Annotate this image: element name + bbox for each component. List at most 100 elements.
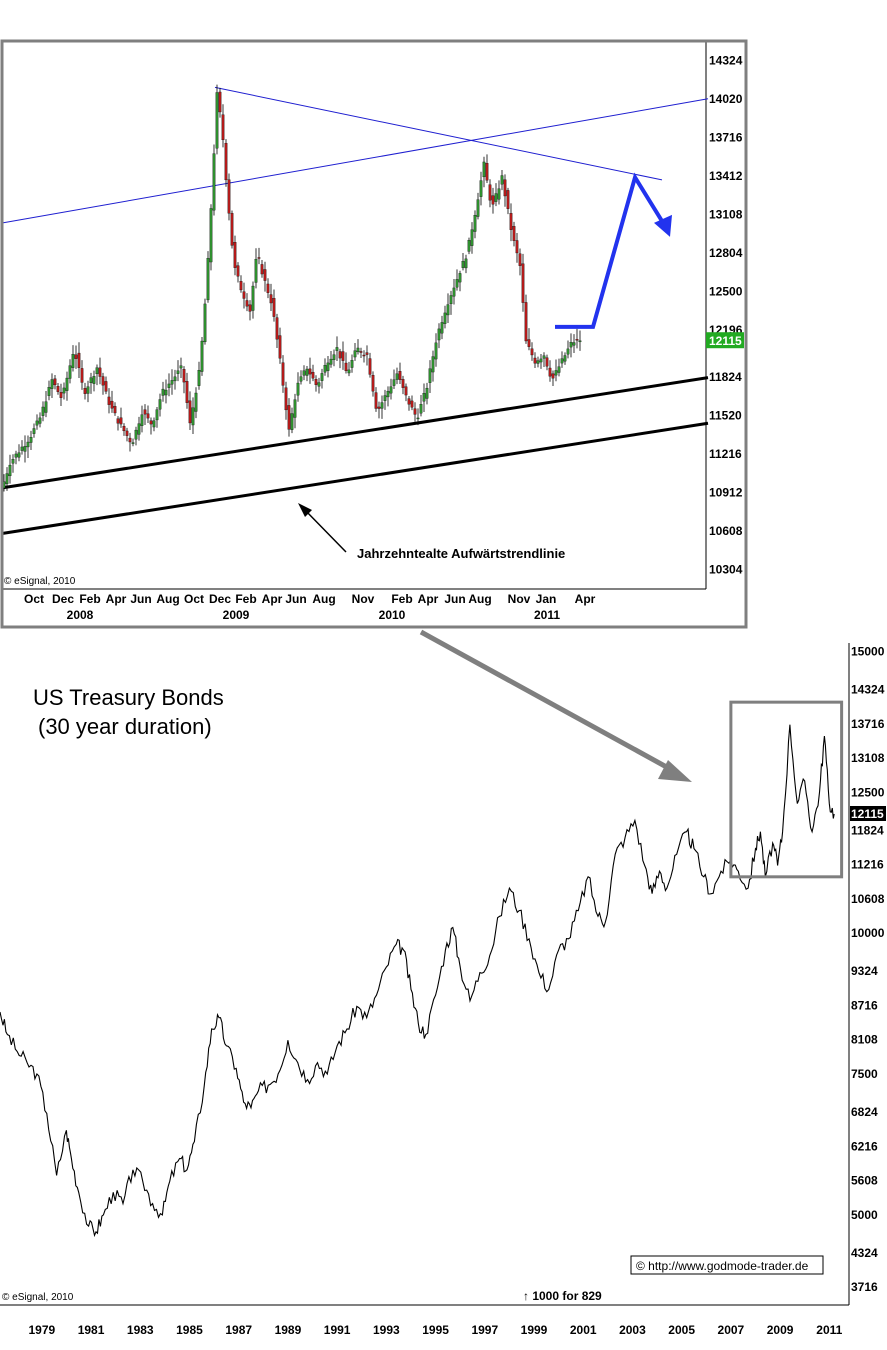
top-x-month-label: Aug: [312, 592, 335, 606]
candle-body: [164, 389, 168, 396]
candle-body: [32, 428, 36, 434]
candle-body: [557, 366, 561, 373]
candle-body: [125, 430, 129, 436]
candle-body: [578, 340, 582, 343]
candle-body: [98, 367, 102, 377]
annotation-arrow-shaft: [303, 508, 347, 553]
top-x-month-label: Oct: [184, 592, 204, 606]
top-y-tick-label: 12804: [709, 246, 743, 260]
candle-body: [374, 392, 378, 409]
bottom-chart-subtitle: (30 year duration): [38, 714, 212, 739]
bottom-x-tick-label: 2003: [619, 1323, 646, 1337]
candle-body: [56, 386, 60, 392]
candle-body: [572, 342, 576, 346]
candle-body: [20, 446, 24, 451]
top-y-tick-label: 14324: [709, 53, 743, 67]
candle-body: [497, 188, 501, 200]
top-y-tick-label: 13108: [709, 207, 743, 221]
bottom-y-tick-label: 13108: [851, 751, 885, 765]
candle-body: [140, 414, 144, 426]
bottom-x-tick-label: 1983: [127, 1323, 154, 1337]
candle-body: [287, 405, 291, 430]
candle-body: [122, 425, 126, 432]
top-support-trendlines: [1, 376, 709, 535]
candle-body: [209, 208, 213, 263]
credit-label: © http://www.godmode-trader.de: [636, 1259, 809, 1273]
candle-body: [368, 358, 372, 375]
top-x-month-label: Dec: [52, 592, 74, 606]
top-x-month-label: Feb: [79, 592, 100, 606]
candle-body: [548, 367, 552, 377]
top-y-tick-label: 13716: [709, 130, 743, 144]
candle-body: [365, 352, 369, 355]
bottom-x-tick-label: 1987: [225, 1323, 252, 1337]
candle-body: [530, 348, 534, 356]
bottom-x-tick-label: 1991: [324, 1323, 351, 1337]
top-x-month-label: Feb: [391, 592, 412, 606]
connector-arrow-head: [658, 760, 692, 782]
candle-body: [50, 379, 54, 389]
candle-body: [245, 300, 249, 307]
candle-body: [500, 175, 504, 185]
candle-body: [509, 213, 513, 230]
candle-body: [62, 387, 66, 394]
bottom-y-tick-label: 10608: [851, 892, 885, 906]
bottom-x-tick-label: 1979: [28, 1323, 55, 1337]
top-x-month-label: Apr: [262, 592, 283, 606]
candle-body: [278, 335, 282, 359]
candle-body: [8, 464, 12, 477]
candle-body: [434, 342, 438, 360]
candle-body: [290, 413, 294, 430]
candle-body: [380, 402, 384, 409]
candle-body: [167, 383, 171, 388]
bottom-x-tick-label: 1981: [78, 1323, 105, 1337]
candle-body: [311, 371, 315, 379]
top-candlestick-chart: 1432414020137161341213108128041250012196…: [0, 39, 748, 629]
top-x-month-label: Apr: [575, 592, 596, 606]
candle-body: [95, 367, 99, 375]
candle-body: [470, 229, 474, 246]
candle-body: [464, 258, 468, 269]
candle-body: [338, 351, 342, 359]
candle-body: [359, 351, 363, 353]
candle-body: [53, 378, 57, 386]
candle-body: [446, 304, 450, 316]
forecast-line: [555, 172, 667, 329]
candle-body: [386, 390, 390, 398]
candle-body: [149, 420, 153, 425]
candle-body: [539, 358, 543, 363]
candle-body: [242, 291, 246, 299]
candle-body: [143, 409, 147, 415]
candle-body: [179, 365, 183, 369]
zoom-connector-arrow: [419, 629, 692, 782]
candle-body: [533, 357, 537, 364]
top-y-tick-labels: 1432414020137161341213108128041250012196…: [709, 53, 743, 576]
candle-body: [230, 213, 234, 246]
candle-body: [110, 400, 114, 409]
top-y-tick-label: 10912: [709, 486, 743, 500]
connector-arrow-shaft: [419, 629, 674, 773]
bottom-x-tick-label: 1993: [373, 1323, 400, 1337]
candle-body: [482, 161, 486, 178]
candle-body: [422, 392, 426, 402]
candle-body: [383, 395, 387, 401]
bottom-x-tick-label: 1995: [422, 1323, 449, 1337]
candle-body: [197, 370, 201, 386]
candle-body: [65, 377, 69, 391]
candle-body: [113, 406, 117, 414]
scale-footnote: ↑ 1000 for 829: [523, 1289, 602, 1303]
candle-body: [491, 195, 495, 205]
top-x-year-label: 2009: [223, 608, 250, 622]
candle-body: [236, 265, 240, 277]
top-y-tick-label: 11216: [709, 447, 742, 461]
top-x-year-label: 2008: [67, 608, 94, 622]
candle-body: [305, 368, 309, 376]
top-blue-trendlines: [1, 86, 709, 224]
candle-body: [116, 418, 120, 424]
candle-body: [389, 386, 393, 394]
top-x-month-label: Jun: [130, 592, 151, 606]
candle-body: [101, 376, 105, 386]
candle-body: [74, 354, 78, 359]
candle-body: [248, 304, 252, 312]
top-x-month-label: Feb: [235, 592, 256, 606]
